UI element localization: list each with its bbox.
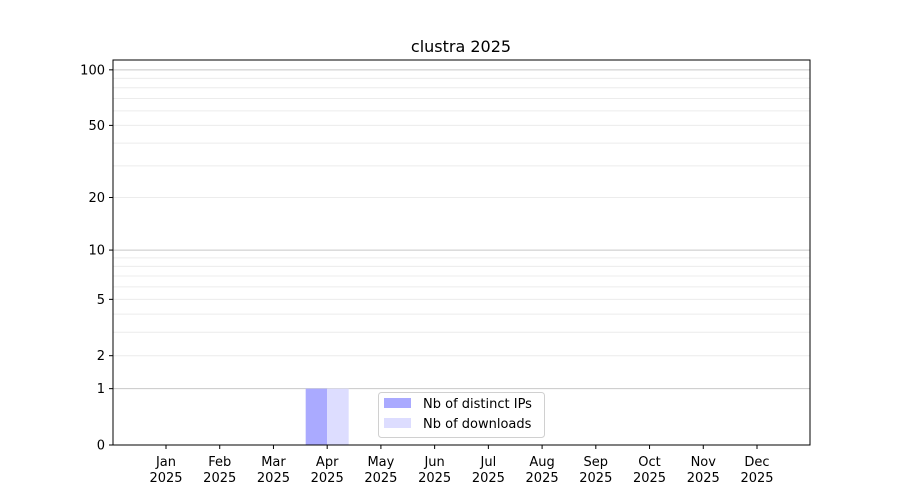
x-tick-label: Apr	[316, 455, 339, 470]
chart-title: clustra 2025	[411, 37, 511, 56]
x-tick-label: Mar	[261, 455, 286, 470]
legend-box	[378, 392, 545, 438]
x-tick-label: 2025	[364, 471, 397, 486]
x-tick-label: Aug	[529, 455, 554, 470]
y-tick-label: 2	[97, 349, 105, 364]
bar-distinct-ips	[305, 388, 328, 445]
bars	[305, 388, 349, 445]
x-tick-label: Jun	[423, 455, 444, 470]
legend-label: Nb of downloads	[423, 417, 532, 432]
bar-downloads	[327, 388, 349, 445]
x-tick-label: Nov	[691, 455, 717, 470]
x-tick-label: 2025	[418, 471, 451, 486]
x-tick-label: 2025	[740, 471, 773, 486]
x-tick-label: Dec	[744, 455, 769, 470]
y-tick-label: 5	[97, 293, 105, 308]
x-tick-label: 2025	[203, 471, 236, 486]
y-tick-label: 0	[97, 439, 105, 454]
y-tick-label: 50	[88, 119, 105, 134]
x-tick-label: May	[367, 455, 394, 470]
x-tick-label: 2025	[633, 471, 666, 486]
plot-frame	[112, 59, 811, 446]
x-tick-label: 2025	[579, 471, 612, 486]
legend-swatch	[384, 418, 411, 428]
legend-label: Nb of distinct IPs	[423, 397, 532, 412]
y-tick-label: 1	[97, 382, 105, 397]
y-tick-label: 20	[88, 191, 105, 206]
x-tick-label: 2025	[526, 471, 559, 486]
x-tick-label: 2025	[311, 471, 344, 486]
x-tick-label: 2025	[472, 471, 505, 486]
legend-swatch	[384, 398, 411, 408]
x-tick-label: 2025	[687, 471, 720, 486]
gridlines	[113, 69, 810, 390]
x-tick-label: Jul	[480, 455, 497, 470]
legend: Nb of distinct IPs Nb of downloads	[378, 392, 545, 438]
x-tick-label: Jan	[155, 455, 176, 470]
x-tick-label: 2025	[257, 471, 290, 486]
x-tick-label: Feb	[208, 455, 231, 470]
x-axis: Jan2025Feb2025Mar2025Apr2025May2025Jun20…	[149, 445, 774, 486]
x-tick-label: Oct	[638, 455, 660, 470]
y-tick-label: 100	[80, 63, 105, 78]
x-tick-label: 2025	[149, 471, 182, 486]
x-tick-label: Sep	[584, 455, 609, 470]
y-axis: 0 1 2 5 10 20 50 100	[80, 63, 113, 454]
y-tick-label: 10	[88, 244, 105, 259]
